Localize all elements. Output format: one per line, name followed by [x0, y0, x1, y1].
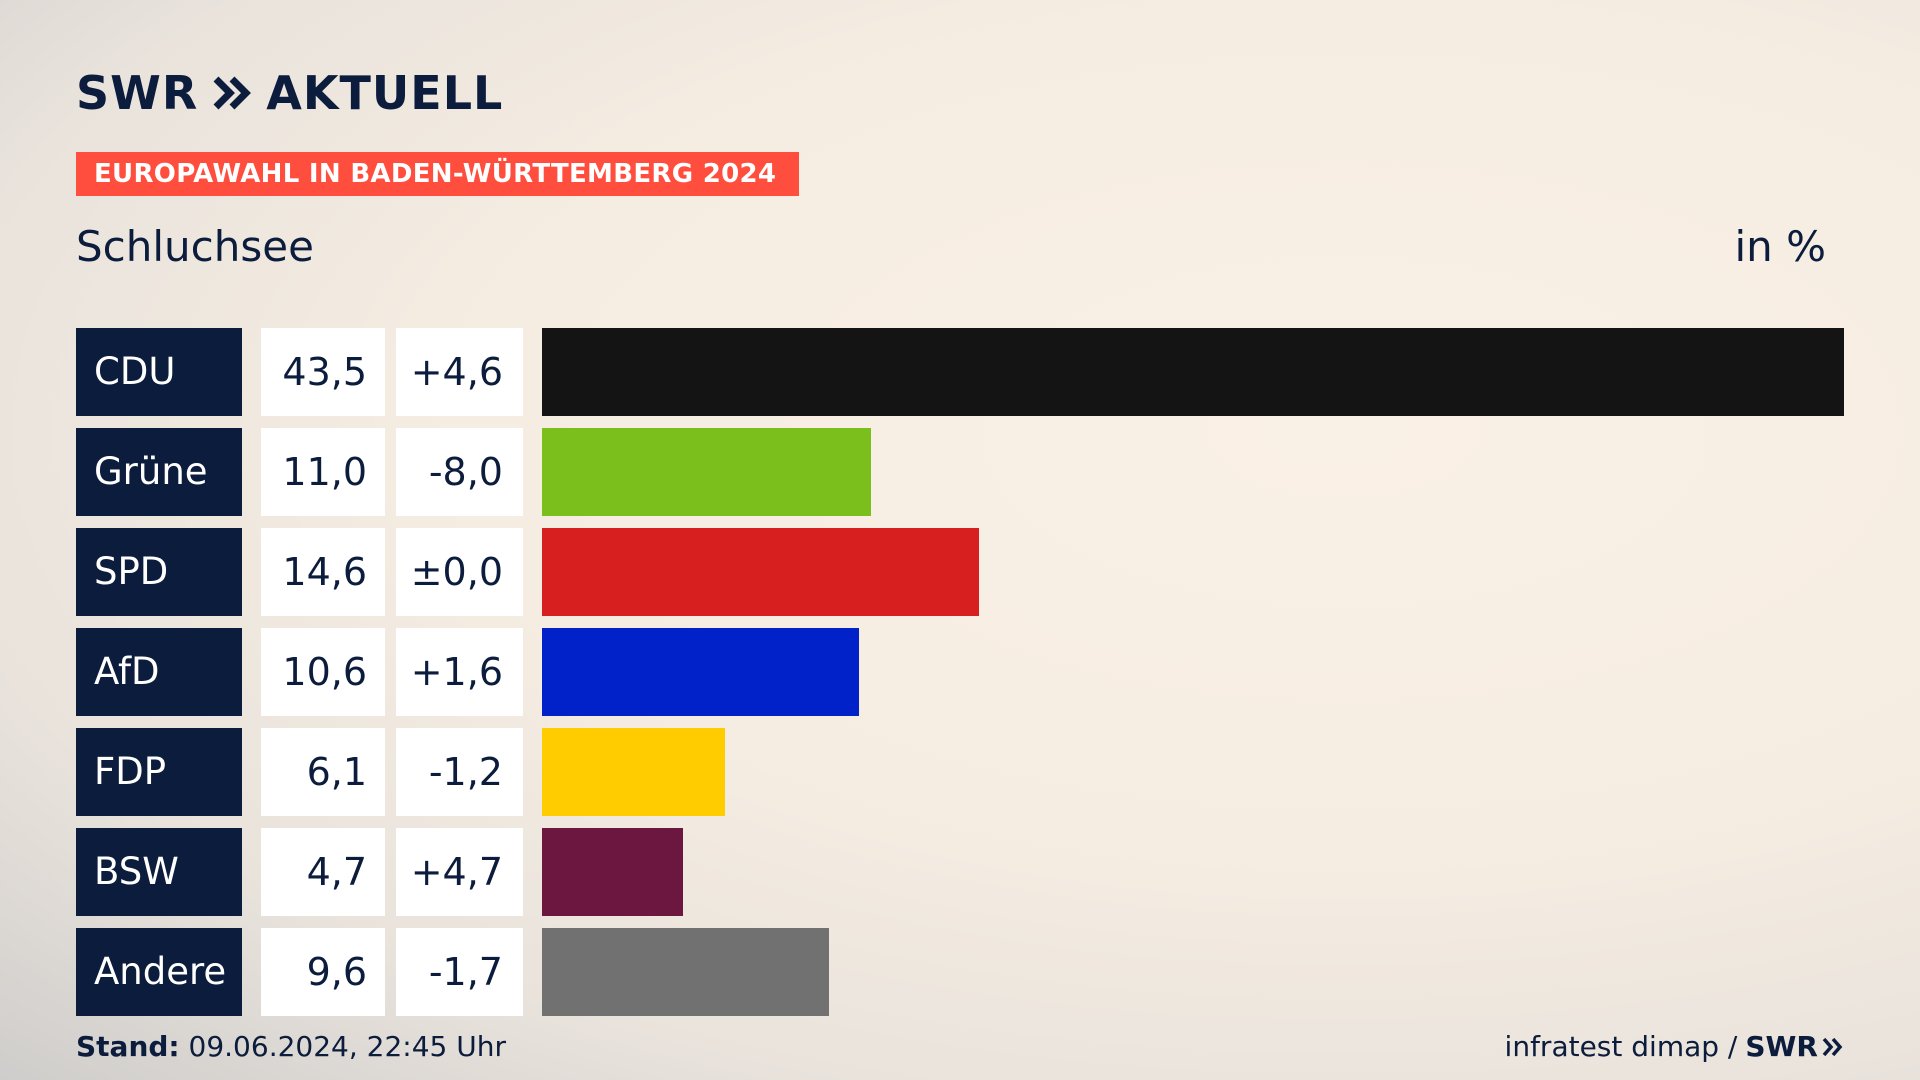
party-label: FDP [76, 728, 242, 816]
party-label: BSW [76, 828, 242, 916]
change-label: -1,7 [396, 928, 523, 1016]
change-label: +1,6 [396, 628, 523, 716]
stand-value: 09.06.2024, 22:45 Uhr [188, 1030, 506, 1063]
unit-label: in % [1734, 222, 1826, 271]
party-label: Grüne [76, 428, 242, 516]
result-row: SPD 14,6 ±0,0 [0, 528, 1920, 616]
result-row: CDU 43,5 +4,6 [0, 328, 1920, 416]
result-bar [542, 528, 979, 616]
result-row: AfD 10,6 +1,6 [0, 628, 1920, 716]
vote-share-label: 4,7 [261, 828, 385, 916]
party-label: AfD [76, 628, 242, 716]
result-bar [542, 428, 871, 516]
party-label: CDU [76, 328, 242, 416]
change-label: +4,7 [396, 828, 523, 916]
vote-share-label: 43,5 [261, 328, 385, 416]
result-bar [542, 628, 859, 716]
logo-swr-text: SWR [76, 66, 199, 120]
party-label: Andere [76, 928, 242, 1016]
result-bar [542, 328, 1844, 416]
result-row: BSW 4,7 +4,7 [0, 828, 1920, 916]
result-row: FDP 6,1 -1,2 [0, 728, 1920, 816]
vote-share-label: 11,0 [261, 428, 385, 516]
double-chevron-small-icon [1822, 1037, 1843, 1056]
swr-aktuell-logo: SWR AKTUELL [76, 66, 503, 120]
swr-small-text: SWR [1745, 1030, 1818, 1063]
timestamp: Stand: 09.06.2024, 22:45 Uhr [76, 1030, 506, 1063]
change-label: -1,2 [396, 728, 523, 816]
chart-subtitle: Schluchsee [76, 222, 314, 271]
logo-aktuell-text: AKTUELL [266, 66, 504, 120]
source-credit: infratest dimap / SWR [1505, 1030, 1844, 1063]
result-row: Andere 9,6 -1,7 [0, 928, 1920, 1016]
double-chevron-icon [212, 75, 252, 111]
vote-share-label: 6,1 [261, 728, 385, 816]
vote-share-label: 9,6 [261, 928, 385, 1016]
stand-label: Stand: [76, 1030, 180, 1063]
vote-share-label: 14,6 [261, 528, 385, 616]
election-banner: EUROPAWAHL IN BADEN-WÜRTTEMBERG 2024 [76, 152, 799, 196]
swr-small-logo: SWR [1745, 1030, 1844, 1063]
result-bar [542, 728, 725, 816]
change-label: +4,6 [396, 328, 523, 416]
result-row: Grüne 11,0 -8,0 [0, 428, 1920, 516]
change-label: -8,0 [396, 428, 523, 516]
party-label: SPD [76, 528, 242, 616]
source-text: infratest dimap / [1504, 1030, 1738, 1063]
result-bar [542, 928, 829, 1016]
result-bar [542, 828, 683, 916]
vote-share-label: 10,6 [261, 628, 385, 716]
change-label: ±0,0 [396, 528, 523, 616]
